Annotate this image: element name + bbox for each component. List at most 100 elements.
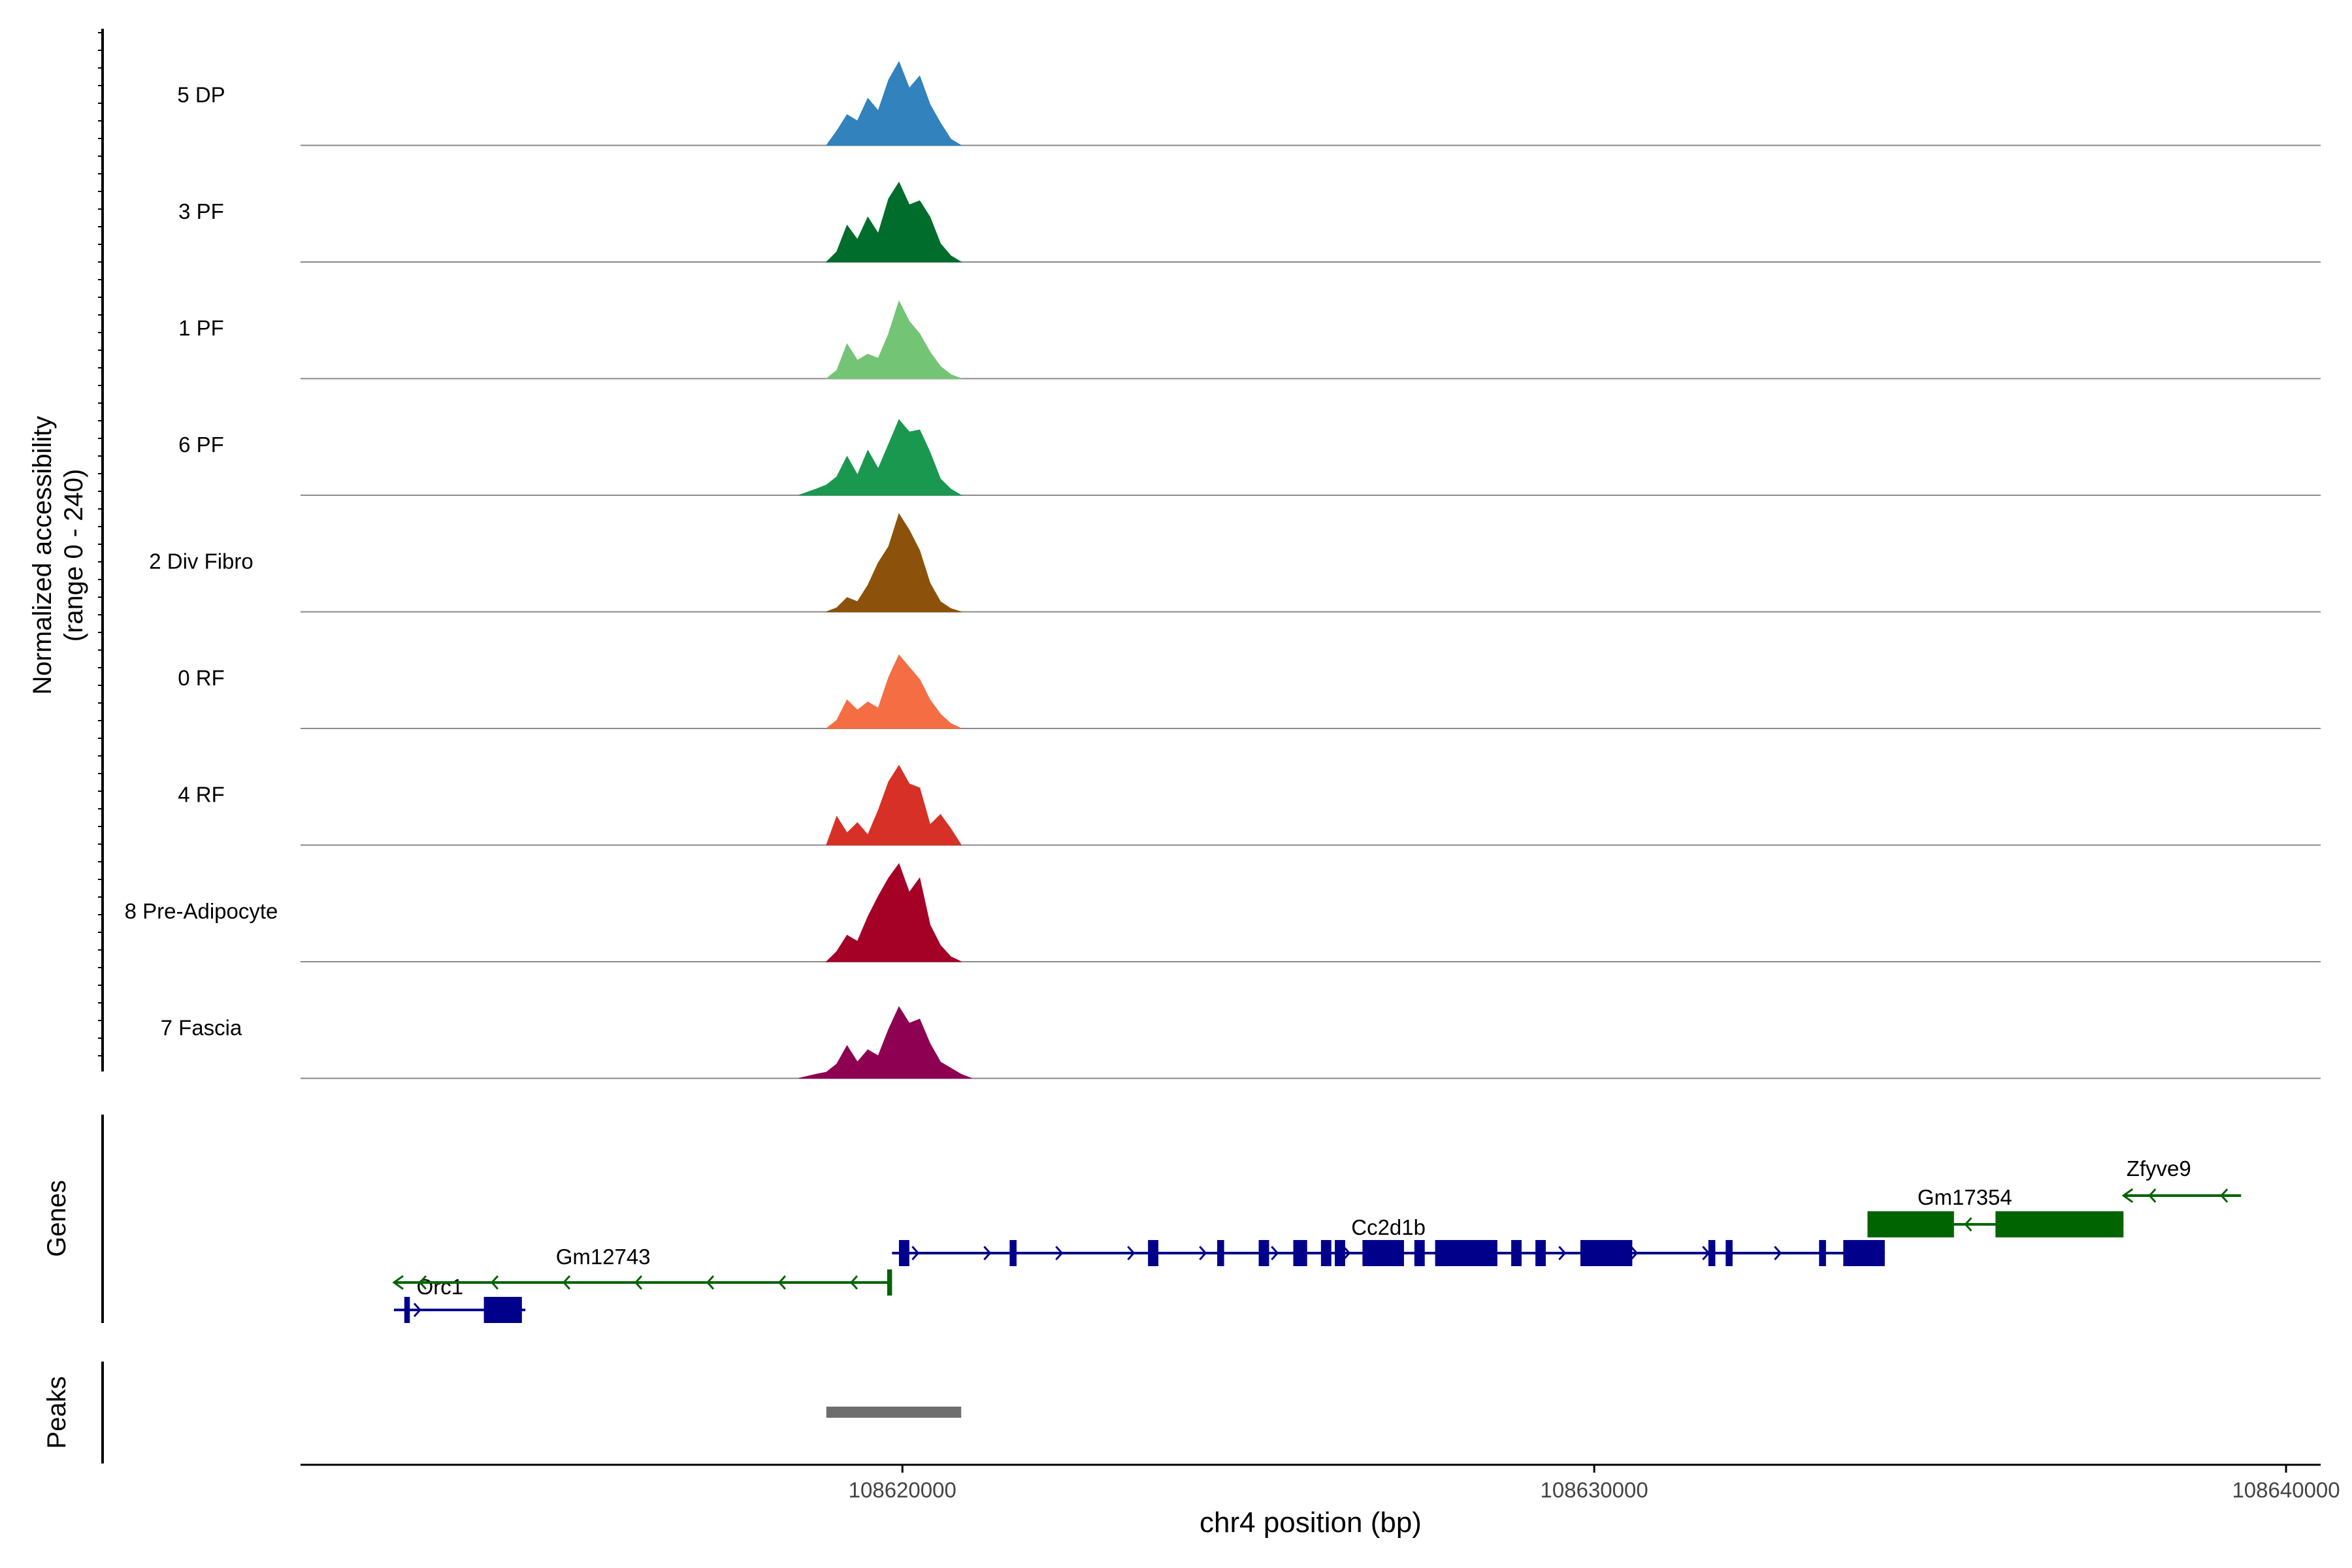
track-label: 4 RF	[178, 783, 225, 807]
gene-exon	[1725, 1240, 1733, 1266]
gene-strand-arrow	[2220, 1188, 2229, 1203]
coverage-tracks: 5 DP 3 PF 1 PF 6 PF 2 Div Fibro 0 RF 4 RF 8 Pre…	[125, 61, 2321, 1079]
gene-strand-arrow	[1127, 1245, 1135, 1261]
track-label: 7 Fascia	[161, 1016, 242, 1040]
track-label: 6 PF	[178, 433, 224, 457]
gene-strand-arrow	[1343, 1245, 1351, 1261]
y-axis-label: Normalized accessibility	[28, 416, 57, 695]
peak-bar	[826, 1407, 962, 1418]
track-area	[798, 419, 963, 496]
x-tick-label: 108640000	[2232, 1478, 2340, 1502]
track-area	[825, 654, 962, 729]
gene-gm12743: Gm12743	[392, 1245, 892, 1296]
gene-strand-arrow	[1774, 1245, 1782, 1261]
track-7-fascia: 7 Fascia	[161, 1006, 2321, 1079]
x-axis: 108620000 108630000 108640000 chr4 positio…	[301, 1463, 2340, 1539]
track-label: 2 Div Fibro	[149, 549, 253, 574]
coverage-panel: Normalized accessibility (range 0 - 240)…	[28, 29, 2321, 1079]
track-area	[825, 182, 963, 263]
track-8-pre-adipocyte: 8 Pre-Adipocyte	[125, 862, 2321, 962]
gene-exon	[1435, 1240, 1497, 1266]
gene-label: Gm12743	[556, 1245, 651, 1269]
gene-strand-arrow	[562, 1275, 571, 1290]
track-area	[798, 1006, 972, 1079]
peaks-panel-label: Peaks	[42, 1376, 71, 1448]
gene-exon	[1843, 1240, 1885, 1266]
gene-strand-arrow	[392, 1275, 404, 1290]
gene-strand-arrow	[849, 1275, 858, 1290]
gene-strand-arrow	[2148, 1188, 2157, 1203]
gene-exon	[1511, 1240, 1522, 1266]
gene-strand-arrow	[777, 1275, 787, 1290]
x-axis-label: chr4 position (bp)	[1200, 1507, 1422, 1539]
peaks-panel: Peaks	[42, 1362, 962, 1463]
gene-exon	[1258, 1240, 1269, 1266]
gene-exon	[1580, 1240, 1633, 1266]
gene-exon	[1362, 1240, 1404, 1266]
gene-exon	[1995, 1211, 2124, 1237]
track-2-div-fibro: 2 Div Fibro	[149, 513, 2321, 613]
gene-exon	[887, 1269, 892, 1296]
coverage-y-ticks	[98, 32, 103, 1056]
gene-strand-arrow	[1964, 1217, 1972, 1232]
gene-exon	[1867, 1211, 1954, 1237]
gene-strand-arrow	[983, 1245, 992, 1261]
gene-exon	[1335, 1240, 1345, 1266]
gene-strand-arrow	[634, 1275, 643, 1290]
gene-strand-arrow	[1271, 1245, 1279, 1261]
track-4-rf: 4 RF	[178, 764, 2321, 846]
track-area	[825, 862, 962, 962]
genes-panel-label: Genes	[42, 1180, 71, 1257]
gene-exon	[1708, 1240, 1716, 1266]
gene-strand-arrow	[413, 1302, 421, 1318]
x-tick-label: 108630000	[1541, 1478, 1648, 1502]
gene-exon	[1414, 1240, 1425, 1266]
track-area	[826, 513, 962, 612]
gene-exon	[404, 1297, 410, 1323]
track-label: 0 RF	[178, 666, 225, 690]
gene-label: Zfyve9	[2127, 1156, 2191, 1181]
gene-strand-arrow	[1055, 1245, 1064, 1261]
track-label: 3 PF	[178, 199, 224, 223]
gene-exon	[1148, 1240, 1159, 1266]
gene-strand-arrow	[1199, 1245, 1207, 1261]
gene-cc2d1b: Cc2d1b	[892, 1215, 1885, 1266]
gene-label: Cc2d1b	[1351, 1215, 1426, 1239]
gene-label: Gm17354	[1918, 1185, 2012, 1209]
track-0-rf: 0 RF	[178, 654, 2321, 729]
gene-strand-arrow	[490, 1275, 499, 1290]
x-tick-label: 108620000	[849, 1478, 956, 1502]
track-area	[826, 764, 962, 845]
track-label: 1 PF	[178, 316, 224, 340]
track-area	[825, 300, 962, 379]
gene-strand-arrow	[1558, 1245, 1567, 1261]
gene-exon	[898, 1240, 909, 1266]
track-3-pf: 3 PF	[178, 182, 2321, 263]
y-axis-range-label: (range 0 - 240)	[59, 469, 88, 642]
gene-strand-arrow	[418, 1275, 427, 1290]
gene-strand-arrow	[2121, 1188, 2134, 1203]
track-label: 5 DP	[177, 83, 225, 107]
gene-exon	[483, 1297, 522, 1323]
gene-strand-arrow	[911, 1245, 920, 1261]
gene-exon	[1293, 1240, 1307, 1266]
x-axis-ticks: 108620000 108630000 108640000	[849, 1465, 2340, 1502]
gene-exon	[1009, 1240, 1017, 1266]
gene-exon	[1819, 1240, 1826, 1266]
track-label: 8 Pre-Adipocyte	[125, 899, 278, 923]
gene-strand-arrow	[706, 1275, 715, 1290]
gene-zfyve9: Zfyve9	[2121, 1156, 2242, 1203]
gene-exon	[1217, 1240, 1224, 1266]
gene-gm17354: Gm17354	[1867, 1185, 2124, 1237]
track-6-pf: 6 PF	[178, 419, 2321, 496]
track-5-dp: 5 DP	[177, 61, 2321, 146]
gene-exon	[1535, 1240, 1546, 1266]
gene-strand-arrow	[1630, 1245, 1639, 1261]
track-1-pf: 1 PF	[178, 300, 2321, 380]
peak-regions	[826, 1407, 962, 1418]
gene-exon	[1320, 1240, 1331, 1266]
track-area	[825, 61, 963, 146]
